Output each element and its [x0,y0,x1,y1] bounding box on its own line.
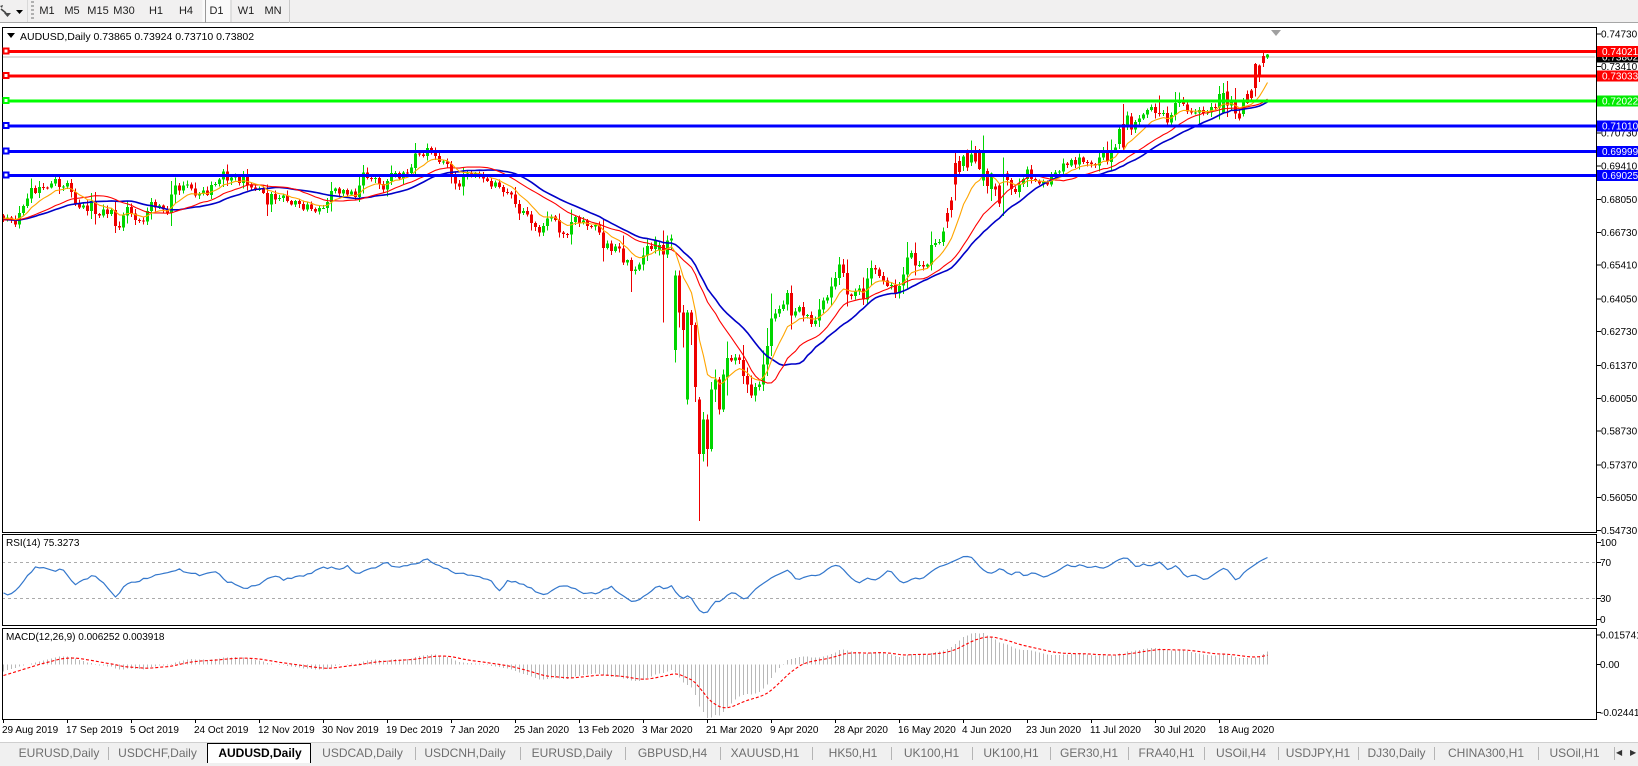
svg-text:MACD(12,26,9) 0.006252 0.00391: MACD(12,26,9) 0.006252 0.003918 [6,632,165,643]
svg-text:16 May 2020: 16 May 2020 [898,725,956,736]
svg-text:30: 30 [1600,594,1612,605]
svg-text:30 Jul 2020: 30 Jul 2020 [1154,725,1206,736]
svg-text:0.68050: 0.68050 [1601,195,1638,206]
svg-text:23 Jun 2020: 23 Jun 2020 [1026,725,1081,736]
svg-text:28 Apr 2020: 28 Apr 2020 [834,725,888,736]
svg-text:21 Mar 2020: 21 Mar 2020 [706,725,763,736]
svg-text:13 Feb 2020: 13 Feb 2020 [578,725,635,736]
svg-text:0.73033: 0.73033 [1602,72,1638,83]
svg-text:30 Nov 2019: 30 Nov 2019 [322,725,379,736]
svg-text:19 Dec 2019: 19 Dec 2019 [386,725,443,736]
svg-text:0.62730: 0.62730 [1601,327,1638,338]
svg-text:24 Oct 2019: 24 Oct 2019 [194,725,249,736]
svg-text:100: 100 [1600,538,1617,549]
svg-text:0.57370: 0.57370 [1601,460,1638,471]
svg-text:0.015741: 0.015741 [1600,631,1638,642]
svg-text:RSI(14) 75.3273: RSI(14) 75.3273 [6,538,80,549]
svg-text:25 Jan 2020: 25 Jan 2020 [514,725,569,736]
svg-text:0.64050: 0.64050 [1601,295,1638,306]
svg-text:0.00: 0.00 [1600,660,1620,671]
svg-text:7 Jan 2020: 7 Jan 2020 [450,725,500,736]
svg-text:70: 70 [1600,558,1612,569]
svg-text:0.58730: 0.58730 [1601,427,1638,438]
svg-text:18 Aug 2020: 18 Aug 2020 [1218,725,1275,736]
svg-text:0.69410: 0.69410 [1601,161,1638,172]
svg-text:11 Jul 2020: 11 Jul 2020 [1090,725,1141,736]
svg-text:0.61370: 0.61370 [1601,361,1638,372]
svg-text:0.72022: 0.72022 [1602,97,1638,108]
svg-text:9 Apr 2020: 9 Apr 2020 [770,725,819,736]
svg-text:0.54730: 0.54730 [1601,526,1638,537]
svg-text:17 Sep 2019: 17 Sep 2019 [66,725,123,736]
svg-text:4 Jun 2020: 4 Jun 2020 [962,725,1012,736]
svg-text:0.69025: 0.69025 [1602,171,1638,182]
svg-text:AUDUSD,Daily 0.73865 0.73924: AUDUSD,Daily 0.73865 0.73924 0.73710 0.7… [20,31,254,43]
svg-text:0.74021: 0.74021 [1602,47,1638,58]
svg-text:0.56050: 0.56050 [1601,493,1638,504]
svg-text:0.65410: 0.65410 [1601,261,1638,272]
svg-text:29 Aug 2019: 29 Aug 2019 [2,725,59,736]
svg-text:0: 0 [1600,615,1606,626]
svg-text:3 Mar 2020: 3 Mar 2020 [642,725,693,736]
svg-text:0.60050: 0.60050 [1601,394,1638,405]
svg-text:12 Nov 2019: 12 Nov 2019 [258,725,315,736]
svg-text:0.69999: 0.69999 [1602,147,1638,158]
svg-text:0.73802: 0.73802 [1602,52,1638,63]
svg-text:0.70730: 0.70730 [1601,129,1638,140]
svg-text:0.74730: 0.74730 [1601,29,1638,40]
svg-text:0.71010: 0.71010 [1602,122,1638,133]
svg-text:0.66730: 0.66730 [1601,228,1638,239]
svg-text:5 Oct 2019: 5 Oct 2019 [130,725,179,736]
svg-text:0.73410: 0.73410 [1601,62,1638,73]
